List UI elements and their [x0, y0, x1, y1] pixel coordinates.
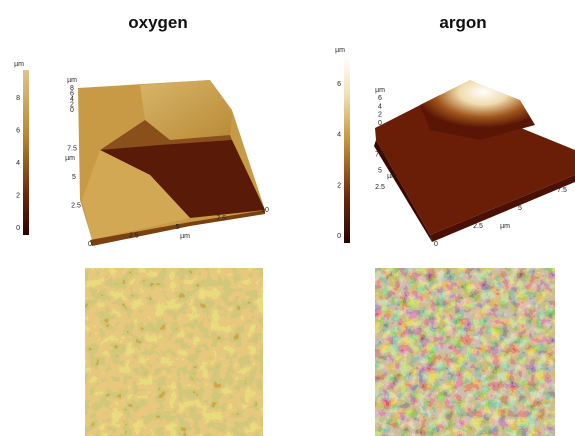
- colorbar-tick: 6: [16, 128, 20, 135]
- colorbar-tick: 0: [337, 233, 341, 240]
- colorbar-tick: 6: [337, 81, 341, 88]
- panel-title: oxygen: [128, 13, 188, 32]
- x-tick-label: 0: [434, 241, 438, 248]
- surface: [78, 80, 265, 246]
- y-tick-label: 7.5: [67, 146, 77, 153]
- y-tick-label: 2.5: [71, 203, 81, 210]
- x-tick-label: 10: [261, 207, 269, 214]
- colorbar: [23, 70, 29, 235]
- microscope-image: [85, 268, 263, 436]
- figure: oxygen argon µm8642002.557.510µm2.557.5µ…: [0, 0, 575, 436]
- y-axis-label: µm: [387, 173, 397, 180]
- y-tick-label: 2.5: [375, 184, 385, 191]
- y-tick-label: 5: [72, 174, 76, 181]
- x-tick-label: 7.5: [216, 216, 226, 223]
- y-tick-label: 7.5: [375, 151, 385, 158]
- colorbar-unit: µm: [14, 61, 24, 68]
- colorbar: [344, 56, 350, 243]
- colorbar-tick: 8: [16, 95, 20, 102]
- x-tick-label: 5: [176, 224, 180, 231]
- colorbar-tick: 4: [337, 132, 341, 139]
- panel-title: argon: [439, 13, 486, 32]
- colorbar-unit: µm: [335, 47, 345, 54]
- z-tick-label: 0: [70, 107, 74, 114]
- x-tick-label: 5: [518, 205, 522, 212]
- x-tick-label: 0: [88, 241, 92, 248]
- z-axis-label: µm: [67, 77, 77, 84]
- surface: [374, 80, 575, 242]
- x-axis-label: µm: [500, 223, 510, 230]
- x-tick-label: 2.5: [129, 233, 139, 240]
- x-tick-label: 7.5: [557, 187, 567, 194]
- colorbar-tick: 2: [337, 182, 341, 189]
- z-axis-label: µm: [375, 87, 385, 94]
- microscope-image: [375, 268, 555, 436]
- z-tick-label: 6: [378, 95, 382, 102]
- x-axis-label: µm: [180, 233, 190, 240]
- z-tick-label: 4: [378, 103, 382, 110]
- z-tick-label: 0: [378, 120, 382, 127]
- y-tick-label: 5: [378, 168, 382, 175]
- colorbar-tick: 4: [16, 160, 20, 167]
- z-tick-label: 2: [378, 112, 382, 119]
- colorbar-tick: 2: [16, 193, 20, 200]
- colorbar-tick: 0: [16, 225, 20, 232]
- x-tick-label: 2.5: [473, 223, 483, 230]
- y-axis-label: µm: [65, 155, 75, 162]
